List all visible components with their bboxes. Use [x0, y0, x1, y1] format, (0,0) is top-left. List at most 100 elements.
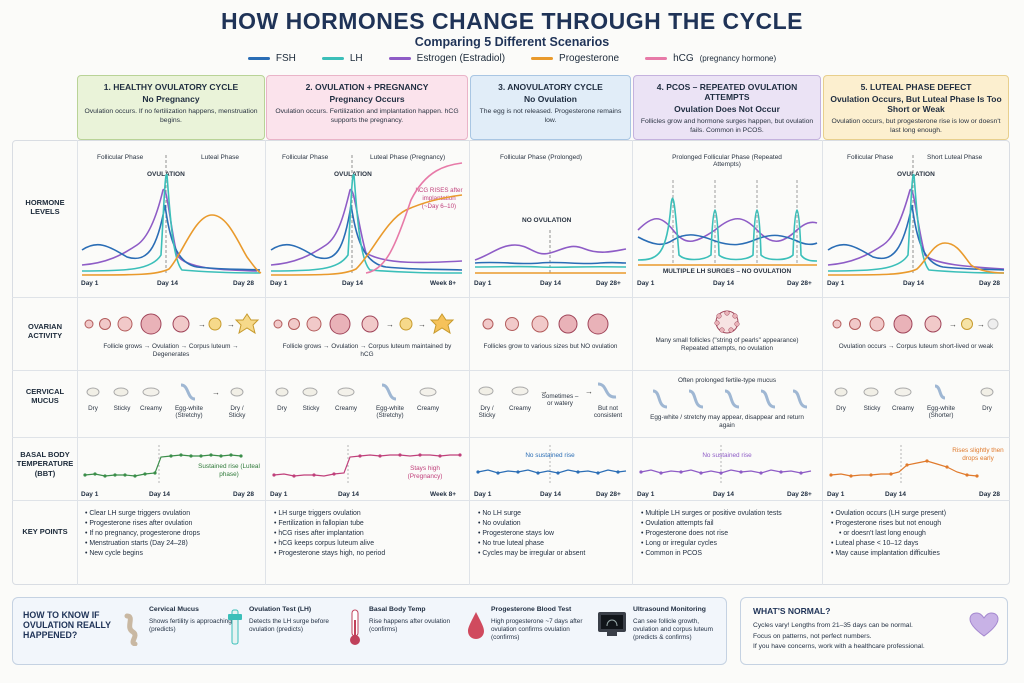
follicle-icon [893, 314, 913, 334]
mucus-label: Dry [836, 405, 846, 412]
mucus-eggwhite-icon [724, 389, 740, 409]
mucus-label: But not consistent [593, 405, 623, 419]
legend: FSH LH Estrogen (Estradiol) Progesterone… [0, 53, 1024, 64]
axis-label: Week 8+ [430, 280, 457, 287]
ovarian-note: Follicles grow to various sizes but NO o… [483, 343, 618, 350]
row-label-ovarian: OVARIAN ACTIVITY [27, 322, 63, 341]
phase-label: Follicular Phase [97, 154, 144, 161]
key-point: Menstruation starts (Day 24–28) [85, 539, 200, 549]
hormone-chart [827, 155, 1005, 276]
key-point: Progesterone stays high, no period [274, 549, 385, 559]
test-strip-icon [228, 609, 242, 645]
lh-line [474, 265, 627, 269]
column-title: 4. PCOS – REPEATED OVULATION ATTEMPTS [656, 82, 798, 102]
legend-item-lh: LH [321, 53, 363, 64]
follicle-icon [505, 317, 519, 331]
mucus-label: Sticky [302, 405, 320, 412]
axis-label: Day 14 [157, 280, 178, 287]
mucus-eggwhite-icon [760, 389, 776, 409]
follicle-icon [849, 318, 861, 330]
method-text: Can see follicle growth, ovulation and c… [633, 617, 713, 642]
legend-swatch [645, 57, 668, 60]
mucus-label: Creamy [416, 405, 440, 412]
mucus-creamy-icon [894, 387, 912, 397]
bbt-line [84, 454, 242, 477]
key-point: Fertilization in fallopian tube [274, 519, 385, 529]
column-header: 1. HEALTHY OVULATORY CYCLE No Pregnancy … [77, 75, 265, 140]
follicle-sequence [482, 313, 609, 335]
legend-label: hCG [673, 53, 694, 64]
mucus-creamy-icon [511, 386, 529, 396]
follicle-icon [329, 313, 351, 335]
column-subtitle: Ovulation Does Not Occur [674, 104, 780, 114]
axis-label: Day 1 [270, 491, 288, 498]
mucus-label: Dry [982, 405, 992, 412]
fsh-line [827, 204, 1005, 271]
mucus-eggwhite-icon [934, 384, 946, 400]
bbt-line [477, 469, 627, 474]
follicle-icon [869, 316, 885, 332]
grid-frame [12, 140, 1010, 585]
mucus-sequence [652, 389, 808, 409]
blood-drop-icon [468, 612, 484, 639]
estrogen-line [270, 189, 463, 266]
axis-label: Day 1 [637, 491, 655, 498]
thermometer-icon [350, 609, 360, 645]
key-points: LH surge triggers ovulation Fertilizatio… [274, 509, 385, 559]
key-points: Clear LH surge triggers ovulation Proges… [85, 509, 200, 559]
bbt-chart [476, 445, 627, 485]
axis-label: Day 1 [81, 280, 99, 287]
faded-luteum-icon [987, 318, 999, 330]
lh-line [270, 173, 463, 274]
legend-swatch [321, 57, 344, 60]
phase-label: Short Luteal Phase [927, 154, 983, 161]
axis-label: Day 1 [827, 491, 845, 498]
mucus-note: Often prolonged fertile-type mucus [677, 377, 777, 384]
follicle-icon [587, 313, 609, 335]
key-point: Progesterone rises after ovulation [85, 519, 200, 529]
key-point: Ovulation occurs (LH surge present) [831, 509, 946, 519]
mucus-label: Sometimes – or watery [541, 393, 579, 407]
normal-line: Focus on patterns, not perfect numbers. [753, 632, 872, 640]
key-point-continuation: or doesn't last long enough [831, 529, 946, 539]
degenerating-luteum-icon [234, 313, 260, 335]
row-divider [12, 500, 1010, 501]
axis-label: Day 28+ [787, 280, 812, 287]
method-bbt: Basal Body Temp Rise happens after ovulat… [347, 606, 463, 645]
key-point: No LH surge [478, 509, 585, 519]
mucus-label: Egg-white (Shorter) [926, 405, 955, 419]
follicle-icon [99, 318, 111, 330]
bbt-note: Rises slightly then drops early [952, 447, 1004, 462]
column-divider [265, 140, 266, 585]
axis-label: Day 1 [637, 280, 655, 287]
fsh-line [637, 234, 818, 246]
key-points: No LH surge No ovulation Progesterone st… [478, 509, 585, 559]
phase-label: Follicular Phase (Prolonged) [500, 154, 583, 161]
axis-label: Week 8+ [430, 491, 457, 498]
page-subtitle: Comparing 5 Different Scenarios [414, 35, 610, 49]
method-name: Basal Body Temp [369, 606, 426, 613]
column-pregnancy: 2. OVULATION + PREGNANCY Pregnancy Occur… [266, 75, 468, 585]
axis-label: Day 14 [713, 491, 734, 498]
bbt-line [273, 454, 460, 477]
hormone-chart [637, 180, 818, 266]
lh-line [81, 173, 261, 274]
mucus-sequence: → [86, 383, 244, 401]
axis-label: Day 14 [713, 280, 734, 287]
mucus-label: Creamy [334, 405, 358, 412]
no-ovulation-label: MULTIPLE LH SURGES – NO OVULATION [662, 268, 792, 275]
no-ovulation-label: NO OVULATION [522, 217, 572, 224]
mucus-watery-icon [597, 382, 617, 399]
column-pcos: 4. PCOS – REPEATED OVULATION ATTEMPTS Ov… [633, 75, 821, 585]
axis-label: Day 14 [540, 280, 561, 287]
key-point: Common in PCOS [641, 549, 782, 559]
ruptured-follicle-icon [924, 315, 942, 333]
mucus-label: Creamy [139, 405, 163, 412]
column-anovulatory: 3. ANOVULATORY CYCLE No Ovulation The eg… [470, 75, 631, 585]
row-divider [12, 297, 1010, 298]
axis-label: Day 1 [270, 280, 288, 287]
heart-icon [969, 612, 999, 637]
mucus-label: Dry / Sticky [478, 405, 496, 419]
column-description: Ovulation occurs. Fertilization and impl… [275, 108, 459, 124]
fsh-line [474, 261, 627, 265]
